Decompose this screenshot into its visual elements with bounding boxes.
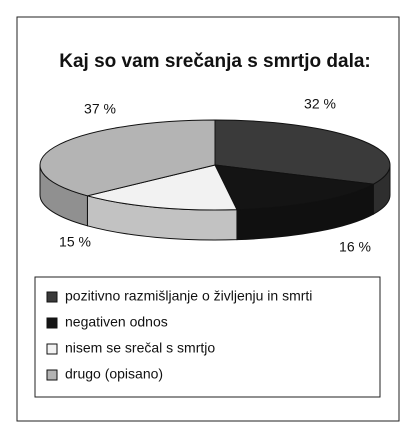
data-label: 16 %: [339, 239, 371, 255]
chart-title: Kaj so vam srečanja s smrtjo dala:: [59, 51, 371, 72]
legend-swatch: [46, 343, 58, 355]
legend-label: nisem se srečal s smrtjo: [65, 340, 215, 356]
legend-swatch: [46, 369, 58, 381]
data-label: 32 %: [304, 96, 336, 112]
legend-label: negativen odnos: [65, 314, 168, 330]
data-label: 37 %: [84, 101, 116, 117]
legend-label: drugo (opisano): [65, 366, 163, 382]
legend-swatch: [46, 291, 58, 303]
legend-swatch: [46, 317, 58, 329]
pie-slice: [87, 164, 238, 211]
legend-label: pozitivno razmišljanje o življenju in sm…: [65, 288, 312, 304]
pie-slice: [214, 164, 375, 211]
legend-box: [34, 276, 381, 398]
pie-slice: [39, 119, 216, 197]
pie-slice: [214, 119, 391, 185]
data-label: 15 %: [59, 234, 91, 250]
